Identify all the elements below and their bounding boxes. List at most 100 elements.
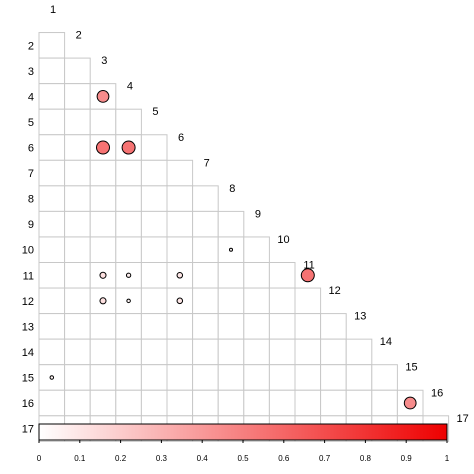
grid-cell [64,210,91,238]
colorbar-tick-label: 0 [37,454,42,463]
colorbar-gradient [39,424,447,440]
row-label: 6 [28,143,34,155]
diagonal-label: 17 [457,413,469,425]
grid-cell [38,287,66,315]
grid-cell [243,389,270,417]
grid-cell [115,134,142,161]
grid-cell [192,236,219,263]
grid-cell [115,389,142,417]
grid-cell [89,236,117,263]
grid-cell [166,338,194,366]
grid-cell [243,364,270,391]
diagonal-label: 8 [229,183,235,195]
row-label: 17 [22,424,34,436]
grid-cell [89,108,117,136]
correlation-point [176,297,184,305]
grid-cell [64,338,91,366]
correlation-point [125,272,132,278]
correlation-point [96,140,110,155]
grid-cell [294,287,322,315]
grid-cell [64,57,91,85]
grid-cell [64,159,91,187]
grid-cell [140,134,168,161]
grid-cell [115,185,142,212]
grid-cell [115,313,142,340]
correlation-point [176,272,184,279]
grid-cell [115,108,142,136]
correlation-point [49,375,55,380]
colorbar-tick-label: 0.1 [74,454,86,463]
grid-cell [166,364,194,391]
grid-cell [115,159,142,187]
grid-cell [192,389,219,417]
grid-cell [192,313,219,340]
grid-cell [38,57,66,85]
correlation-point [96,90,110,103]
colorbar-tick-label: 0.3 [156,454,168,463]
grid-cell [38,210,66,238]
diagonal-label: 12 [329,285,341,297]
row-label: 5 [28,117,34,129]
grid-cell [268,389,296,417]
row-label: 4 [28,91,34,103]
correlation-point [403,396,417,410]
grid-cell [294,313,322,340]
row-label: 16 [22,398,34,410]
grid-cell [320,338,347,366]
grid-cell [140,262,168,289]
grid-cell [217,262,245,289]
grid-cell [320,389,347,417]
grid-cell [140,313,168,340]
grid-cell [115,364,142,391]
colorbar-tick-label: 0.5 [237,454,249,463]
grid-cell [217,210,245,238]
grid-cell [371,389,398,417]
colorbar-tick-label: 0.8 [360,454,372,463]
grid-cell [192,287,219,315]
grid-cell [64,134,91,161]
grid-cell [345,364,373,391]
row-label: 13 [22,321,34,333]
grid-cell [243,338,270,366]
grid-cell [140,389,168,417]
row-label: 7 [28,168,34,180]
grid-cell [345,389,373,417]
grid-cell [243,287,270,315]
grid-cell [140,287,168,315]
grid-cell [166,210,194,238]
grid-cell [38,32,66,59]
correlation-point [300,268,315,283]
diagonal-label: 1 [50,4,56,16]
correlation-point [228,247,234,252]
row-label: 9 [28,219,34,231]
grid-cell [38,83,66,110]
diagonal-label: 9 [255,208,261,220]
grid-cell [166,389,194,417]
grid-cell [166,236,194,263]
grid-cell [64,262,91,289]
grid-cell [89,185,117,212]
colorbar-tick-label: 0.2 [115,454,127,463]
row-label: 14 [22,347,34,359]
correlation-point [99,297,107,305]
row-label: 2 [28,40,34,52]
grid-cell [140,210,168,238]
grid-cell [38,389,66,417]
diagonal-label: 10 [277,234,289,246]
grid-cell [217,287,245,315]
diagonal-label: 5 [152,106,158,118]
grid-cell [89,210,117,238]
grid-cell [140,185,168,212]
row-label: 15 [22,372,34,384]
grid-cell [166,313,194,340]
grid-cell [268,287,296,315]
diagonal-label: 2 [76,30,82,42]
grid-cell [89,313,117,340]
grid-cell [345,338,373,366]
grid-cell [89,338,117,366]
grid-cell [38,313,66,340]
grid-cell [217,389,245,417]
grid-cell [115,236,142,263]
diagonal-label: 11 [303,260,314,272]
